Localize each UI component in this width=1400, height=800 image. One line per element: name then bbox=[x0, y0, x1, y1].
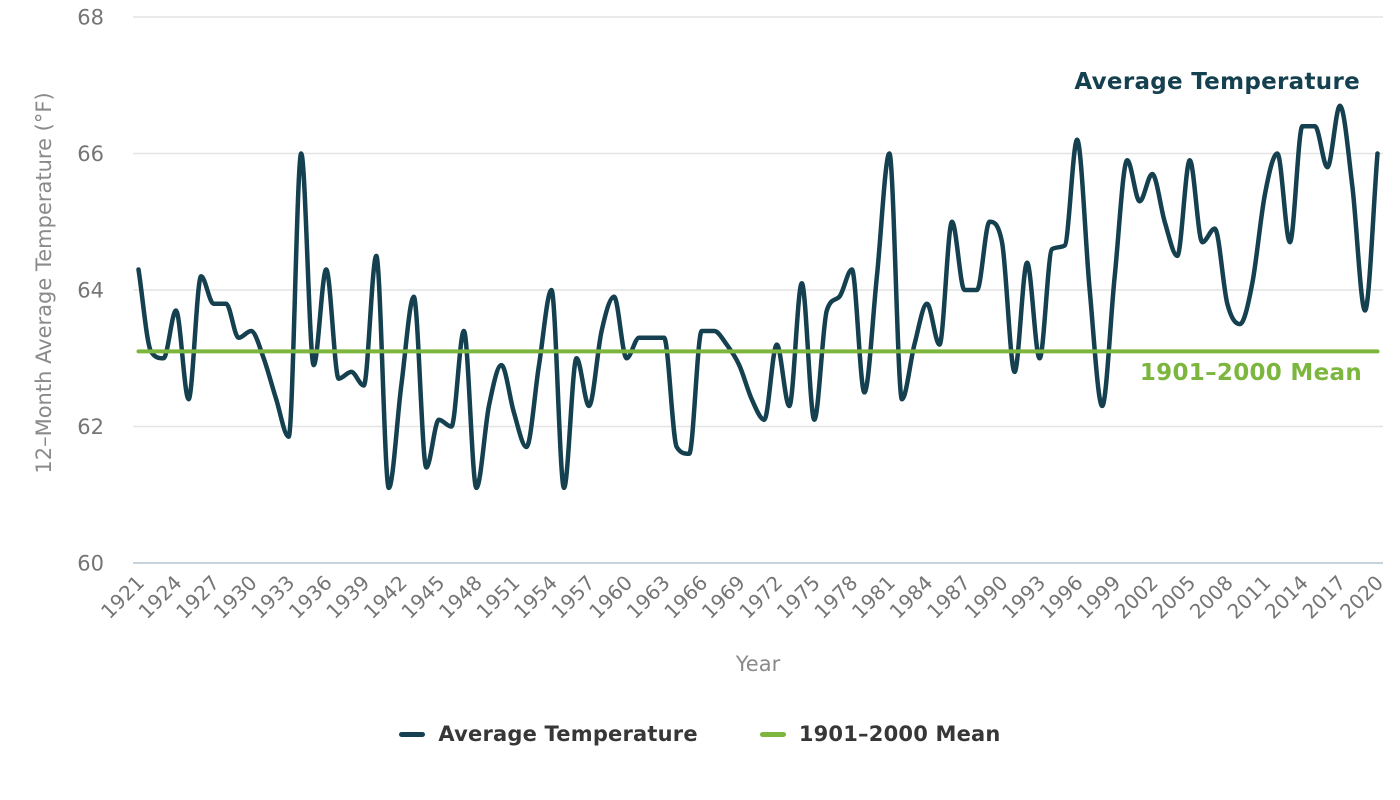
x-tick-label: 1927 bbox=[171, 571, 224, 624]
x-tick-label: 1981 bbox=[847, 571, 900, 624]
x-tick-label: 2017 bbox=[1298, 571, 1351, 624]
x-tick-label: 1960 bbox=[584, 571, 637, 624]
legend-item-average-temperature[interactable]: Average Temperature bbox=[399, 722, 698, 746]
x-tick-label: 1969 bbox=[697, 571, 750, 624]
legend-label-average-temperature: Average Temperature bbox=[438, 722, 698, 746]
y-tick-label: 60 bbox=[77, 551, 104, 575]
x-tick-label: 1966 bbox=[659, 571, 712, 624]
x-tick-label: 1990 bbox=[960, 571, 1013, 624]
x-tick-label: 1957 bbox=[547, 571, 600, 624]
x-tick-label: 1963 bbox=[622, 571, 675, 624]
x-tick-label: 2020 bbox=[1335, 571, 1388, 624]
x-tick-label: 1951 bbox=[472, 571, 525, 624]
x-tick-label: 1999 bbox=[1072, 571, 1125, 624]
x-tick-label: 1924 bbox=[134, 571, 187, 624]
x-tick-label: 1921 bbox=[96, 571, 149, 624]
x-tick-label: 1993 bbox=[997, 571, 1050, 624]
x-tick-label: 1954 bbox=[509, 571, 562, 624]
x-tick-label: 1933 bbox=[246, 571, 299, 624]
x-tick-label: 2011 bbox=[1222, 571, 1275, 624]
mean-line-swatch bbox=[759, 731, 786, 737]
y-tick-label: 66 bbox=[77, 142, 104, 166]
x-tick-label: 1945 bbox=[396, 571, 449, 624]
x-tick-label: 1930 bbox=[209, 571, 262, 624]
x-tick-label: 1987 bbox=[922, 571, 975, 624]
x-tick-label: 1975 bbox=[772, 571, 825, 624]
x-tick-label: 1942 bbox=[359, 571, 412, 624]
y-tick-label: 64 bbox=[77, 278, 104, 302]
x-tick-label: 1948 bbox=[434, 571, 487, 624]
x-tick-label: 1984 bbox=[885, 571, 938, 624]
average-temperature-line bbox=[136, 103, 1380, 491]
legend-label-mean: 1901–2000 Mean bbox=[798, 722, 1001, 746]
x-tick-label: 1978 bbox=[809, 571, 862, 624]
x-tick-label: 1996 bbox=[1035, 571, 1088, 624]
legend: Average Temperature 1901–2000 Mean bbox=[0, 722, 1400, 746]
legend-item-mean[interactable]: 1901–2000 Mean bbox=[759, 722, 1001, 746]
series-annotation-average-temperature: Average Temperature bbox=[1074, 69, 1360, 95]
x-tick-label: 1972 bbox=[734, 571, 787, 624]
x-tick-label: 1939 bbox=[321, 571, 374, 624]
y-axis-title: 12–Month Average Temperature (°F) bbox=[32, 92, 56, 474]
x-tick-label: 2005 bbox=[1147, 571, 1200, 624]
y-tick-label: 62 bbox=[77, 415, 104, 439]
series-annotation-mean-line: 1901–2000 Mean bbox=[1139, 360, 1362, 386]
y-tick-label: 68 bbox=[77, 5, 104, 29]
x-tick-label: 1936 bbox=[284, 571, 337, 624]
average-temperature-line-swatch bbox=[399, 731, 426, 737]
x-axis-title: Year bbox=[735, 652, 781, 676]
x-tick-label: 2014 bbox=[1260, 571, 1313, 624]
x-tick-label: 2008 bbox=[1185, 571, 1238, 624]
x-tick-label: 2002 bbox=[1110, 571, 1163, 624]
